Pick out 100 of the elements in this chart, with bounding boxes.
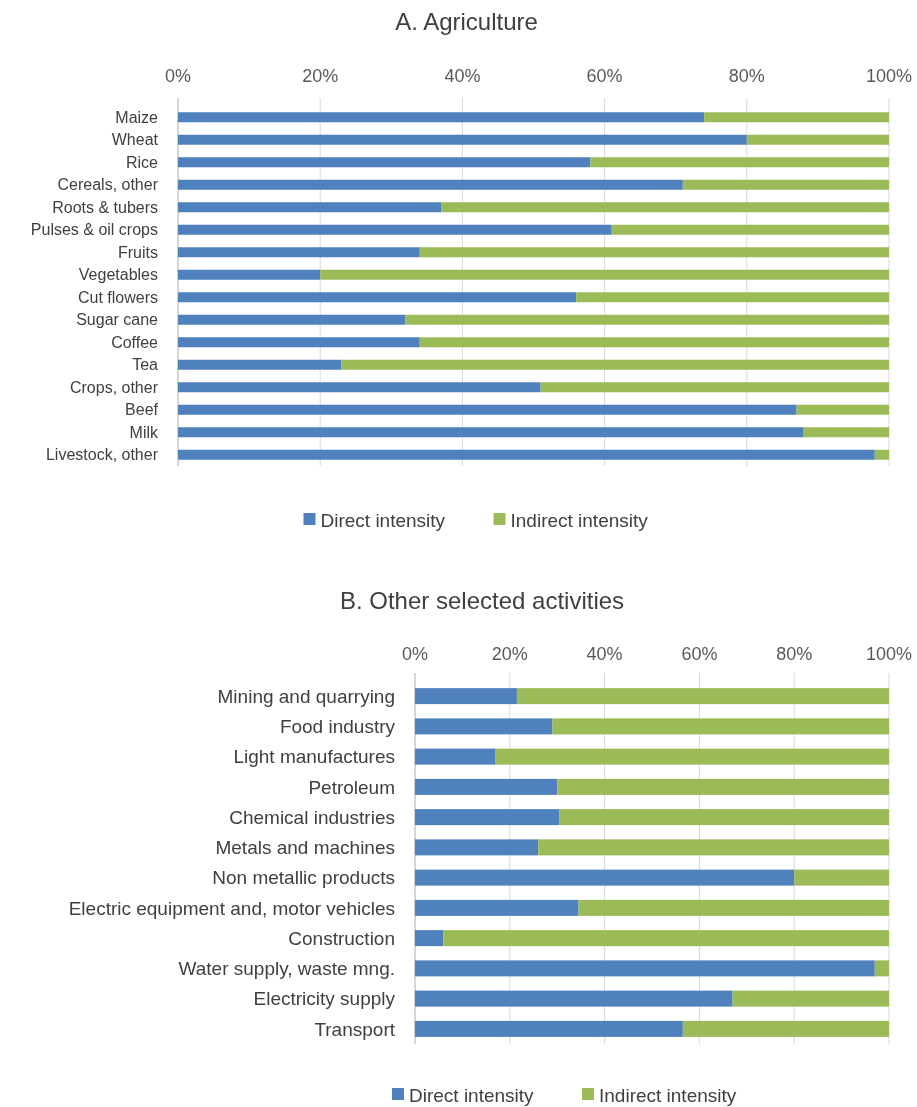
bar: [178, 314, 406, 325]
legend-label: Indirect intensity: [599, 1084, 737, 1106]
y-tick-label: Roots & tubers: [52, 198, 158, 216]
bar: [415, 778, 558, 795]
y-tick-label: Food industry: [279, 716, 396, 738]
y-tick-label: Vegetables: [78, 266, 158, 284]
y-tick-label: Fruits: [118, 243, 158, 261]
bar: [874, 449, 889, 460]
bar: [557, 778, 889, 795]
y-tick-label: Cut flowers: [77, 288, 158, 306]
bar: [178, 224, 612, 235]
x-tick-label: 0%: [164, 66, 192, 86]
legend-label: Direct intensity: [320, 509, 446, 531]
bar: [415, 930, 444, 947]
legend-label: Indirect intensity: [510, 509, 649, 531]
chart-title: A. Agriculture: [395, 8, 538, 35]
bar: [178, 427, 804, 438]
y-tick-label: Light manufactures: [233, 746, 395, 768]
y-tick-label: Rice: [125, 153, 159, 171]
bar: [590, 157, 889, 168]
bar: [405, 314, 889, 325]
y-tick-label: Petroleum: [308, 776, 395, 798]
bar: [704, 112, 889, 123]
chart-title: B. Other selected activities: [339, 587, 625, 614]
bar: [419, 337, 889, 348]
bar: [443, 930, 889, 947]
x-tick-label: 60%: [586, 66, 623, 86]
y-tick-label: Cereals, other: [57, 176, 159, 194]
bar: [341, 359, 889, 370]
bar: [178, 134, 747, 145]
bar: [415, 718, 553, 735]
x-tick-label: 40%: [444, 66, 481, 86]
y-tick-label: Metals and machines: [215, 837, 395, 859]
bar: [516, 688, 889, 705]
bar: [540, 382, 889, 393]
y-tick-label: Milk: [129, 423, 159, 441]
bar: [576, 292, 889, 303]
bar: [441, 202, 889, 213]
y-tick-label: Sugar cane: [76, 311, 159, 329]
bar: [538, 839, 889, 856]
y-tick-label: Beef: [125, 401, 159, 419]
y-tick-label: Non metallic products: [212, 867, 395, 889]
y-tick-label: Pulses & oil crops: [30, 221, 158, 239]
bar: [178, 449, 875, 460]
y-tick-label: Maize: [115, 108, 159, 126]
y-tick-label: Water supply, waste mng.: [178, 958, 395, 980]
y-tick-label: Coffee: [111, 333, 159, 351]
legend-label: Direct intensity: [409, 1084, 535, 1106]
bar: [559, 809, 889, 826]
bar: [415, 899, 579, 916]
bar: [415, 809, 560, 826]
x-tick-label: 100%: [865, 66, 913, 86]
bar: [178, 247, 420, 258]
bar: [178, 179, 683, 190]
bar: [415, 990, 733, 1007]
y-tick-label: Electricity supply: [253, 988, 396, 1010]
x-tick-label: 0%: [401, 644, 429, 664]
bar: [178, 202, 442, 213]
bar: [796, 404, 889, 415]
bar: [611, 224, 889, 235]
bar: [178, 292, 577, 303]
bar: [415, 748, 496, 765]
y-tick-label: Chemical industries: [229, 806, 395, 828]
bar: [682, 1020, 889, 1037]
bar: [419, 247, 889, 258]
bar: [178, 359, 342, 370]
bar: [178, 112, 705, 123]
y-tick-label: Transport: [314, 1018, 396, 1040]
bar: [682, 179, 889, 190]
y-tick-label: Tea: [132, 356, 159, 374]
bar: [415, 869, 795, 886]
x-tick-label: 100%: [865, 644, 913, 664]
bar: [874, 960, 889, 977]
bar: [178, 269, 321, 280]
bar: [415, 688, 517, 705]
bar: [803, 427, 889, 438]
bar: [415, 960, 875, 977]
bar: [320, 269, 889, 280]
bar: [415, 1020, 683, 1037]
bar: [578, 899, 889, 916]
x-tick-label: 20%: [491, 644, 528, 664]
x-tick-label: 20%: [302, 66, 339, 86]
y-tick-label: Crops, other: [69, 378, 159, 396]
y-tick-label: Mining and quarrying: [217, 685, 395, 707]
bar: [178, 404, 797, 415]
y-tick-label: Livestock, other: [45, 446, 159, 464]
y-tick-label: Electric equipment and, motor vehicles: [68, 897, 395, 919]
bar: [415, 839, 539, 856]
x-tick-label: 60%: [681, 644, 718, 664]
x-tick-label: 80%: [776, 644, 813, 664]
y-tick-label: Construction: [288, 927, 395, 949]
bar: [794, 869, 889, 886]
bar: [732, 990, 889, 1007]
bar: [495, 748, 889, 765]
bar: [746, 134, 889, 145]
bar: [552, 718, 889, 735]
bar: [178, 382, 541, 393]
y-tick-label: Wheat: [111, 131, 159, 149]
bar: [178, 337, 420, 348]
x-tick-label: 80%: [728, 66, 765, 86]
